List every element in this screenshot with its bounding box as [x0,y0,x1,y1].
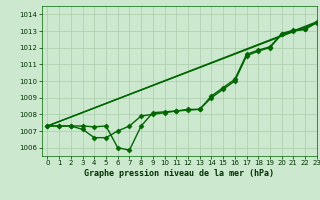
X-axis label: Graphe pression niveau de la mer (hPa): Graphe pression niveau de la mer (hPa) [84,169,274,178]
